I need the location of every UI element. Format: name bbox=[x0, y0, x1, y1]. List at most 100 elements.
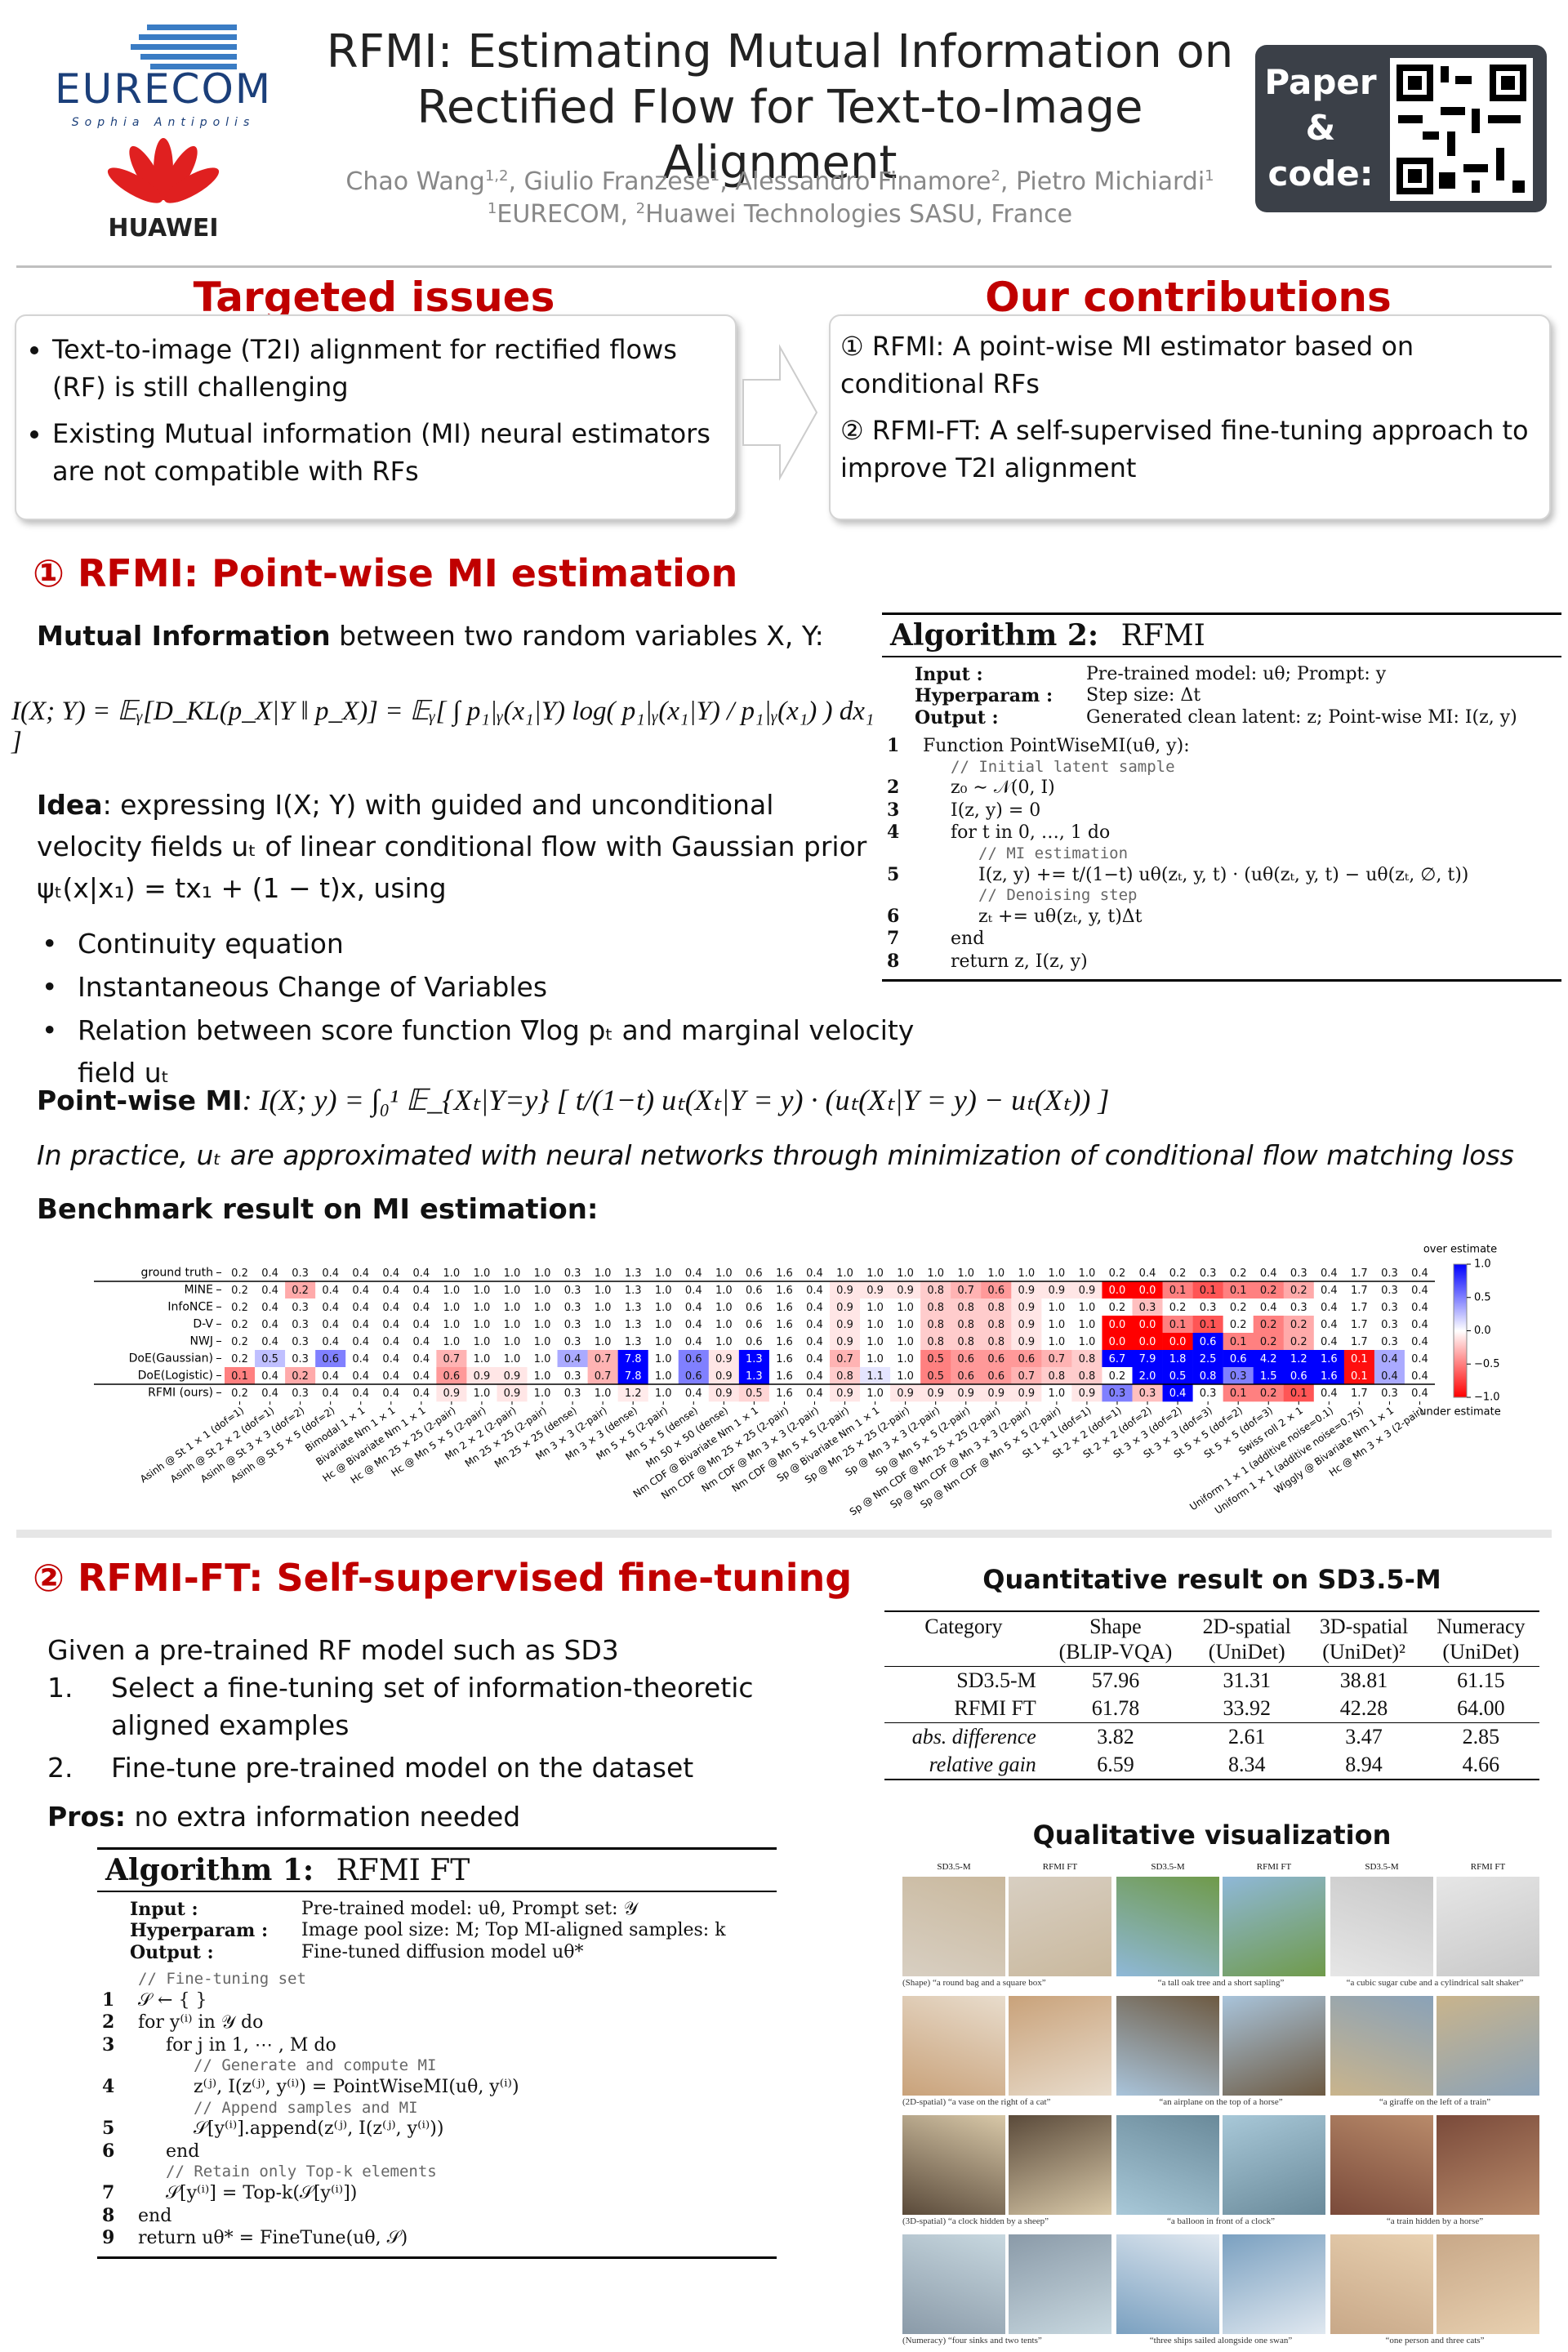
cell-label: 1.0 bbox=[474, 1336, 491, 1348]
heading: RFMI-FT: Self-supervised fine-tuning bbox=[77, 1556, 853, 1600]
cell-label: 0.3 bbox=[292, 1302, 309, 1314]
cell: 3.82 bbox=[1097, 1725, 1134, 1749]
cell-label: 1.0 bbox=[1018, 1267, 1035, 1280]
heat-cell bbox=[890, 1367, 921, 1385]
heat-cell bbox=[1283, 1333, 1315, 1351]
text: RFMI: A point-wise MI estimator based on… bbox=[840, 331, 1414, 400]
quant-table: Category Shape (BLIP-VQA) 2D-spatial (UniDet… bbox=[884, 1610, 1539, 1780]
colorbar-label: −0.5 bbox=[1474, 1358, 1500, 1370]
heat-cell bbox=[951, 1298, 982, 1316]
alg-line: 7 end bbox=[882, 928, 1561, 951]
heat-cell bbox=[376, 1298, 407, 1316]
heat-cell bbox=[497, 1298, 528, 1316]
heat-cell bbox=[1223, 1264, 1254, 1282]
cell-label: 0.4 bbox=[352, 1353, 369, 1365]
heat-cell bbox=[1132, 1333, 1163, 1351]
header-cell: Shape (BLIP-VQA) bbox=[1043, 1611, 1188, 1667]
table-row: RFMI FT 61.78 33.92 42.28 64.00 bbox=[884, 1695, 1539, 1722]
heat-cell bbox=[466, 1350, 497, 1368]
cell-label: 0.6 bbox=[987, 1370, 1004, 1383]
heat-cell bbox=[1041, 1384, 1072, 1402]
text: no extra information needed bbox=[125, 1801, 521, 1833]
cell-label: 0.4 bbox=[261, 1319, 278, 1331]
divider bbox=[16, 265, 1552, 268]
heat-cell bbox=[315, 1298, 346, 1316]
cell-label: 1.3 bbox=[746, 1370, 763, 1383]
cell-label: 0.6 bbox=[443, 1370, 461, 1383]
alg-line: 2 for y⁽ⁱ⁾ in 𝒴 do bbox=[97, 2011, 777, 2034]
heat-cell bbox=[557, 1281, 588, 1299]
heat-cell bbox=[1192, 1316, 1223, 1334]
heat-cell bbox=[1162, 1367, 1193, 1385]
cell-label: 0.4 bbox=[1411, 1388, 1428, 1400]
line-num: 9 bbox=[102, 2227, 115, 2249]
alg-io: InputPre-trained model: uθ, Prompt set: … bbox=[97, 1892, 777, 1970]
heat-cell bbox=[345, 1367, 376, 1385]
alg-line: 5 𝒮[y⁽ⁱ⁾].append(z⁽ʲ⁾, I(z⁽ʲ⁾, y⁽ⁱ⁾)) bbox=[97, 2118, 777, 2140]
column-header: SD3.5-M bbox=[1365, 1862, 1399, 1872]
heading: RFMI: Point-wise MI estimation bbox=[77, 551, 738, 595]
cell-label: 0.4 bbox=[1381, 1353, 1398, 1365]
cell-label: 1.0 bbox=[655, 1353, 672, 1365]
contrib-list: ① RFMI: A point-wise MI estimator based … bbox=[840, 327, 1538, 488]
issue: Text-to-image (T2I) alignment for rectif… bbox=[52, 331, 719, 407]
heat-cell bbox=[255, 1384, 286, 1402]
row-label: RFMI (ours) bbox=[148, 1387, 213, 1400]
heat-cell bbox=[1404, 1367, 1436, 1385]
header-line: 2D-spatial bbox=[1202, 1615, 1291, 1638]
heat-cell bbox=[315, 1384, 346, 1402]
cell-label: 0.9 bbox=[836, 1336, 853, 1348]
heat-cell bbox=[1041, 1281, 1072, 1299]
cell-label: 1.0 bbox=[474, 1353, 491, 1365]
heat-cell bbox=[1162, 1281, 1193, 1299]
cell-label: 0.2 bbox=[231, 1336, 248, 1348]
heat-cell bbox=[890, 1350, 921, 1368]
code: end bbox=[138, 2205, 172, 2226]
step-num: 2. bbox=[47, 1752, 74, 1784]
cell-label: 0.4 bbox=[412, 1388, 430, 1400]
heat-cell bbox=[799, 1384, 831, 1402]
algorithm: Algorithm 2: RFMIInputPre-trained model:… bbox=[882, 612, 1561, 982]
text: Instantaneous Change of Variables bbox=[78, 970, 548, 1003]
header-line: 3D-spatial bbox=[1319, 1615, 1409, 1638]
comment: // Initial latent sample bbox=[951, 757, 1175, 776]
cell-label: 0.4 bbox=[1411, 1370, 1428, 1383]
image bbox=[1437, 1877, 1539, 1976]
cell: 42.28 bbox=[1339, 1696, 1388, 1721]
aff-sup: 2 bbox=[635, 200, 646, 217]
header-line: (UniDet) bbox=[1442, 1640, 1520, 1664]
cell-label: 0.4 bbox=[564, 1353, 581, 1365]
cell: 3.47 bbox=[1345, 1725, 1383, 1749]
heat-cell bbox=[830, 1350, 861, 1368]
line-num: 2 bbox=[887, 777, 900, 799]
cell-label: 1.2 bbox=[1290, 1353, 1307, 1365]
heat-cell bbox=[1192, 1333, 1223, 1351]
alg-line: // Denoising step bbox=[882, 886, 1561, 906]
cell-label: 0.4 bbox=[261, 1370, 278, 1383]
heat-cell bbox=[436, 1333, 467, 1351]
text: RFMI-FT: A self-supervised fine-tuning a… bbox=[840, 414, 1529, 484]
heat-cell bbox=[1041, 1316, 1072, 1334]
heat-cell bbox=[1283, 1298, 1315, 1316]
heat-cell bbox=[255, 1298, 286, 1316]
heat-cell bbox=[376, 1350, 407, 1368]
author-name: Giulio Franzese bbox=[523, 167, 710, 196]
heat-cell bbox=[1313, 1367, 1345, 1385]
alg-io-row: HyperparamImage pool size: M; Top MI-ali… bbox=[97, 1920, 777, 1941]
author: Giulio Franzese1 bbox=[524, 167, 736, 196]
cell-label: 1.3 bbox=[625, 1302, 642, 1314]
heat-cell bbox=[1071, 1264, 1102, 1282]
cell-label: 0.4 bbox=[806, 1285, 823, 1297]
cell-label: 1.0 bbox=[443, 1302, 461, 1314]
heat-cell bbox=[768, 1264, 800, 1282]
heat-cell bbox=[345, 1333, 376, 1351]
image bbox=[1116, 1996, 1219, 2096]
heat-cell bbox=[1343, 1384, 1375, 1402]
caption: “a cubic sugar cube and a cylindrical sa… bbox=[1346, 1978, 1524, 1988]
heat-cell bbox=[1223, 1350, 1254, 1368]
heat-cell bbox=[255, 1264, 286, 1282]
cell-label: 1.0 bbox=[443, 1285, 461, 1297]
cell-label: 0.9 bbox=[1018, 1336, 1035, 1348]
heat-cell bbox=[466, 1316, 497, 1334]
line-num: 7 bbox=[887, 928, 900, 950]
